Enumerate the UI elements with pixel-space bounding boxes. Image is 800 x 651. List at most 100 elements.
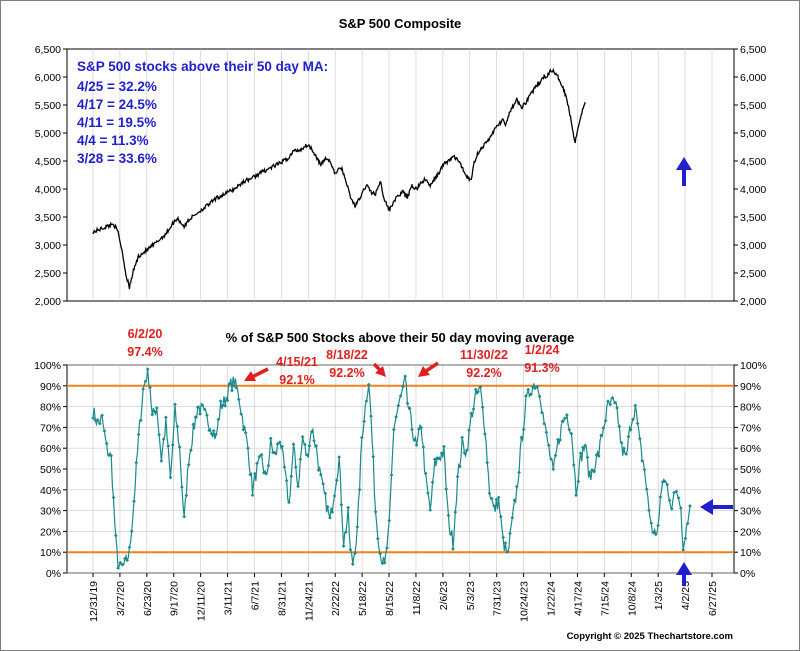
breadth-marker: [218, 399, 223, 403]
breadth-marker: [227, 381, 232, 386]
top-ytick-label-left: 6,500: [35, 44, 61, 56]
breadth-marker: [321, 481, 325, 486]
copyright-text: Copyright © 2025 Thechartstore.com: [567, 631, 733, 642]
breadth-marker: [544, 430, 549, 435]
bottom-ytick-label-right: 20%: [740, 526, 761, 538]
breadth-marker: [535, 384, 540, 389]
breadth-marker: [444, 487, 449, 491]
breadth-marker: [467, 428, 471, 432]
breadth-marker: [307, 444, 312, 448]
bottom-xtick-label: 5/18/22: [357, 581, 369, 616]
breadth-marker: [556, 437, 560, 442]
breadth-marker: [521, 427, 526, 432]
breadth-marker: [519, 435, 524, 440]
bottom-ytick-label-right: 40%: [740, 485, 761, 497]
breadth-marker: [421, 445, 426, 449]
top-ytick-label-left: 5,500: [35, 100, 61, 112]
red-arrow-icon-3: [418, 361, 439, 377]
top-blue-arrow-icon: [676, 157, 692, 186]
breadth-marker: [492, 504, 496, 508]
top-ytick-label-left: 2,500: [35, 268, 61, 280]
breadth-marker: [234, 386, 239, 390]
bottom-xtick-label: 2/6/23: [438, 581, 450, 610]
breadth-marker: [116, 566, 120, 570]
breadth-marker: [268, 436, 273, 441]
breadth-marker: [514, 484, 519, 489]
breadth-marker: [278, 440, 282, 445]
bottom-xtick-label: 4/17/24: [572, 581, 584, 616]
top-grid: [92, 49, 713, 301]
breadth-markers: [91, 367, 692, 570]
breadth-marker: [581, 445, 585, 450]
peak-annotation-date-1: 6/2/20: [128, 327, 163, 341]
breadth-marker: [628, 428, 633, 432]
breadth-marker: [157, 432, 161, 437]
breadth-marker: [688, 504, 692, 508]
breadth-marker: [574, 493, 578, 498]
breadth-marker: [419, 425, 423, 430]
breadth-marker: [649, 521, 654, 525]
breadth-marker: [676, 496, 681, 500]
peak-annotation-date-4: 11/30/22: [460, 348, 508, 362]
breadth-marker: [590, 468, 594, 472]
breadth-marker: [161, 437, 166, 442]
breadth-marker: [202, 407, 207, 412]
top-ytick-label-right: 4,000: [740, 184, 766, 196]
breadth-marker: [681, 548, 685, 552]
breadth-marker: [476, 389, 480, 394]
breadth-marker: [211, 429, 216, 433]
breadth-marker: [464, 448, 469, 453]
bottom-ytick-label-left: 10%: [40, 547, 61, 559]
bottom-xtick-label: 10/8/24: [626, 581, 638, 616]
breadth-marker: [266, 463, 271, 468]
breadth-marker: [371, 454, 376, 459]
breadth-marker: [170, 443, 175, 447]
breadth-marker: [615, 406, 619, 410]
bottom-ytick-label-left: 60%: [40, 443, 61, 455]
breadth-marker: [587, 470, 592, 475]
breadth-marker: [478, 385, 483, 389]
breadth-marker: [241, 427, 246, 432]
breadth-marker: [168, 475, 173, 480]
breadth-marker: [348, 547, 353, 552]
breadth-marker: [437, 456, 442, 460]
breadth-marker: [389, 473, 394, 477]
breadth-marker: [378, 551, 382, 556]
breadth-marker: [332, 494, 337, 498]
breadth-marker: [273, 451, 278, 455]
bottom-xtick-label: 7/31/23: [492, 581, 504, 616]
breadth-marker: [177, 445, 182, 449]
breadth-marker: [91, 416, 95, 420]
breadth-marker: [612, 400, 617, 405]
bottom-xtick-label: 10/24/23: [519, 581, 531, 622]
breadth-marker: [300, 435, 305, 439]
breadth-marker: [405, 401, 410, 406]
breadth-marker: [104, 441, 109, 446]
top-ytick-label-right: 2,500: [740, 268, 766, 280]
breadth-marker: [248, 472, 253, 477]
breadth-marker: [360, 435, 364, 440]
breadth-marker: [430, 480, 435, 485]
breadth-marker: [284, 478, 289, 483]
breadth-marker: [442, 444, 446, 449]
bottom-xtick-label: 6/27/25: [707, 581, 719, 616]
bottom-xtick-label: 1/22/24: [546, 581, 558, 616]
breadth-marker: [139, 418, 143, 423]
bottom-blue-arrow-up-icon: [676, 562, 692, 586]
top-ytick-label-right: 4,500: [740, 156, 766, 168]
breadth-marker: [558, 438, 562, 442]
bottom-ytick-label-left: 90%: [40, 381, 61, 393]
breadth-marker: [462, 451, 467, 455]
breadth-marker: [622, 446, 626, 451]
breadth-marker: [533, 386, 537, 391]
breadth-marker: [364, 399, 369, 403]
peak-annotation-date-2: 4/15/21: [276, 355, 318, 369]
breadth-marker: [432, 457, 437, 462]
bottom-y-axis-right: 0% 10% 20% 30% 40% 50% 60% 70% 80% 90% 100%: [734, 360, 767, 580]
breadth-annotation-2: 4/17 = 24.5%: [77, 97, 157, 112]
breadth-marker: [134, 460, 139, 465]
breadth-marker: [428, 508, 433, 512]
breadth-annotation-1: 4/25 = 32.2%: [77, 79, 157, 94]
bottom-xtick-label: 4/2/25: [680, 581, 692, 610]
breadth-marker: [414, 443, 419, 448]
